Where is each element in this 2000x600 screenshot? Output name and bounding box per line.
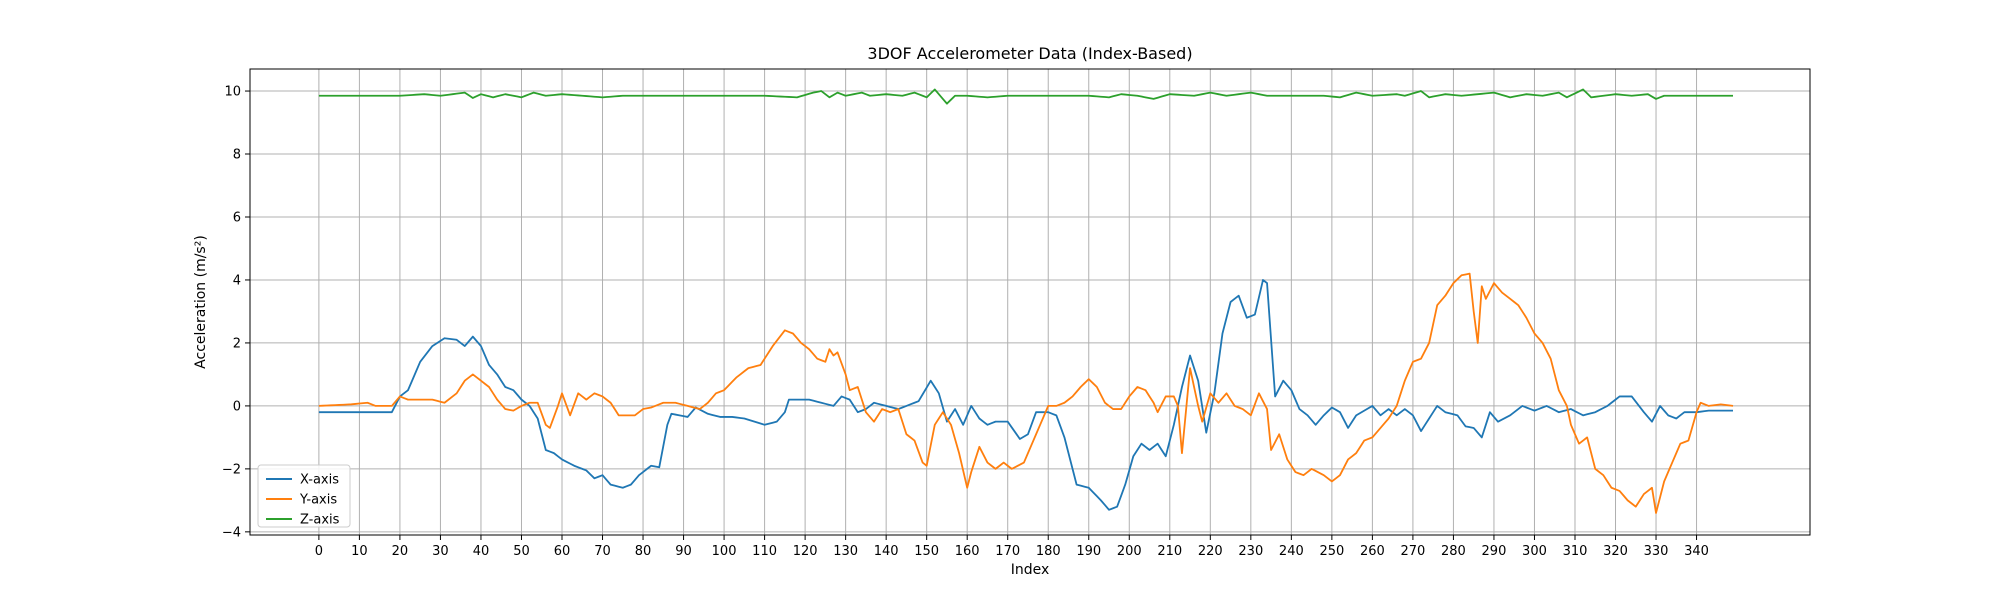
series-line-y-axis [318,272,1734,514]
plot-frame [249,68,1811,536]
legend: X-axis Y-axis Z-axis [257,464,351,528]
x-tick-label: 200 [1117,544,1142,559]
chart-title: 3DOF Accelerometer Data (Index-Based) [867,44,1192,63]
x-tick-label: 70 [594,544,611,559]
x-tick-label: 110 [752,544,777,559]
x-tick-label: 160 [955,544,980,559]
series-layer [318,88,1734,514]
x-tick-label: 140 [874,544,899,559]
x-tick-label: 190 [1076,544,1101,559]
y-tick-label: −4 [222,525,241,540]
x-tick-label: 320 [1603,544,1628,559]
x-tick-label: 10 [351,544,368,559]
x-tick-label: 340 [1684,544,1709,559]
x-tick-label: 130 [833,544,858,559]
x-tick-label: 210 [1157,544,1182,559]
x-tick-label: 240 [1279,544,1304,559]
grid-layer [250,69,1810,535]
y-tick-label: 0 [233,399,241,414]
x-tick-label: 50 [513,544,530,559]
x-tick-label: 300 [1522,544,1547,559]
y-tick-label: 4 [233,273,241,288]
x-tick-label: 290 [1482,544,1507,559]
y-tick-label: 8 [233,148,241,163]
x-tick-label: 40 [473,544,490,559]
x-tick-label: 120 [793,544,818,559]
x-tick-label: 30 [432,544,449,559]
x-tick-label: 180 [1036,544,1061,559]
x-tick-label: 270 [1400,544,1425,559]
y-tick-label: 6 [233,210,241,225]
y-tick-label: 2 [233,336,241,351]
y-axis-title: Acceleration (m/s²) [193,235,209,369]
x-tick-label: 260 [1360,544,1385,559]
x-tick-label: 220 [1198,544,1223,559]
x-axis-title: Index [1011,562,1050,578]
x-tick-label: 150 [914,544,939,559]
x-tick-label: 80 [635,544,652,559]
x-tick-label: 20 [392,544,409,559]
series-line-x-axis [318,279,1734,511]
x-tick-label: 0 [315,544,323,559]
series-line-z-axis [318,88,1734,105]
x-tick-label: 250 [1319,544,1344,559]
legend-label: Y-axis [299,493,337,508]
tick-layer: 0 10 20 30 40 50 60 70 80 90 100 110 120 130 140 150 160… [222,85,1709,559]
x-tick-label: 90 [675,544,692,559]
y-tick-label: 10 [224,85,241,100]
x-tick-label: 330 [1644,544,1669,559]
x-tick-label: 100 [712,544,737,559]
legend-label: X-axis [300,473,339,488]
x-tick-label: 310 [1563,544,1588,559]
x-tick-label: 230 [1238,544,1263,559]
x-tick-label: 170 [995,544,1020,559]
legend-box [257,464,351,528]
legend-label: Z-axis [300,513,340,528]
x-tick-label: 60 [554,544,571,559]
x-tick-label: 280 [1441,544,1466,559]
y-tick-label: −2 [222,462,241,477]
